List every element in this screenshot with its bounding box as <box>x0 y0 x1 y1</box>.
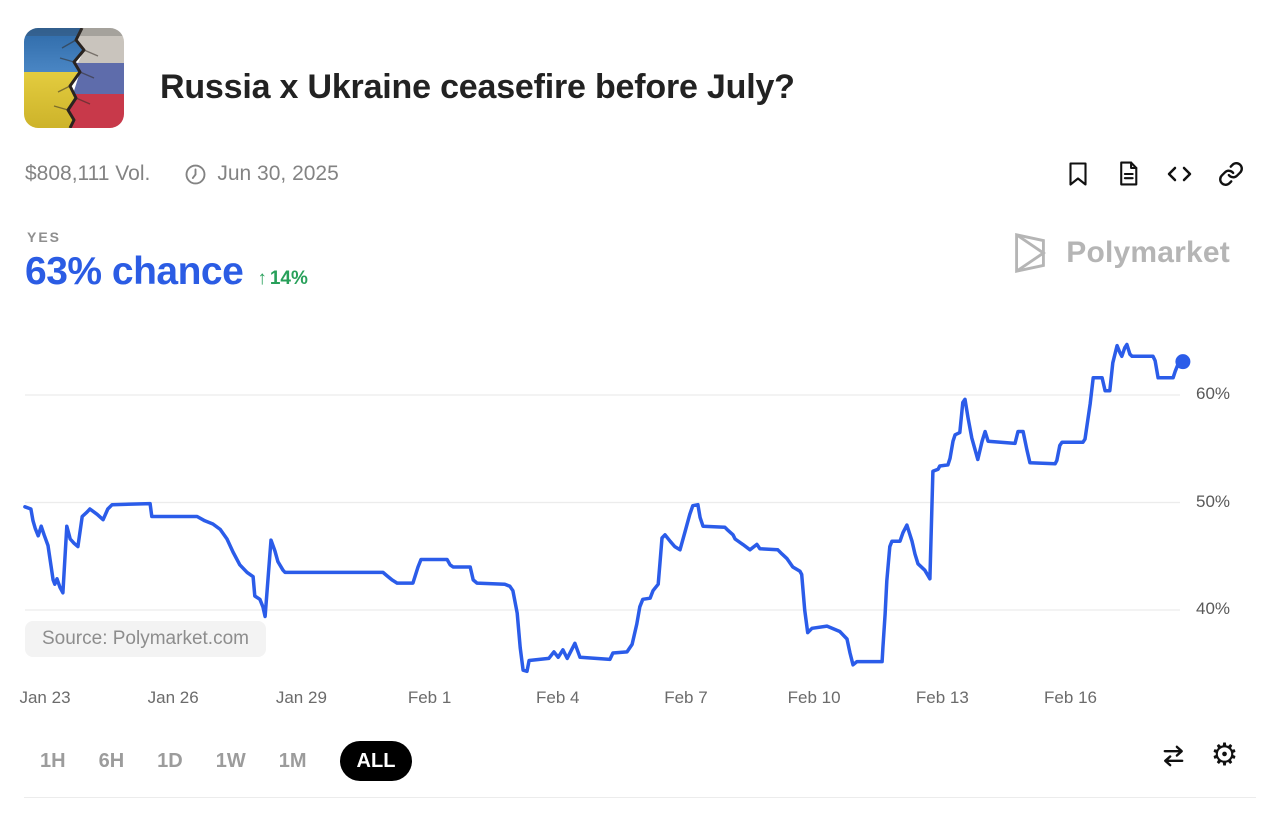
end-date-text: Jun 30, 2025 <box>217 162 339 185</box>
delta-up-arrow-icon: ↑ <box>257 268 267 289</box>
market-title: Russia x Ukraine ceasefire before July? <box>160 68 795 106</box>
polymarket-watermark: Polymarket <box>1007 230 1230 276</box>
y-axis-label: 60% <box>1196 384 1231 403</box>
current-price-dot <box>1175 354 1191 370</box>
x-axis-label: Feb 1 <box>407 688 452 707</box>
market-icon-image <box>24 28 124 128</box>
x-axis-label: Feb 7 <box>664 688 708 707</box>
range-button-1h[interactable]: 1H <box>40 750 66 772</box>
x-axis-label: Jan 29 <box>275 688 327 707</box>
chance-value: 63% chance <box>25 250 244 293</box>
x-axis-label: Feb 16 <box>1044 688 1097 707</box>
x-axis-label: Feb 13 <box>915 688 969 707</box>
range-button-1w[interactable]: 1W <box>215 750 246 772</box>
yes-price-line <box>23 342 1185 674</box>
source-attribution-badge: Source: Polymarket.com <box>25 621 266 657</box>
volume-text: $808,111 Vol. <box>25 162 151 185</box>
x-axis-label: Feb 4 <box>536 688 580 707</box>
price-chart[interactable]: Source: Polymarket.com 60% 50% 40% Jan 23 Ja… <box>0 330 1280 720</box>
x-axis-label: Jan 26 <box>147 688 199 707</box>
chance-row: 63% chance ↑ 14% <box>25 250 308 294</box>
compare-markets-icon[interactable] <box>1160 742 1187 769</box>
y-axis-label: 40% <box>1196 599 1231 618</box>
range-button-1m[interactable]: 1M <box>278 750 307 772</box>
price-line-plot[interactable] <box>0 330 1280 686</box>
delta-value: 14% <box>269 268 308 289</box>
ukraine-russia-flags-graphic <box>24 28 124 128</box>
bookmark-icon[interactable] <box>1064 160 1091 187</box>
header-actions <box>1064 160 1244 187</box>
outcome-label: YES <box>27 229 62 245</box>
range-button-all[interactable]: ALL <box>339 741 413 781</box>
embed-code-icon[interactable] <box>1166 160 1193 187</box>
polymarket-logo-icon <box>1015 233 1047 273</box>
bottom-divider <box>24 797 1256 798</box>
settings-gear-icon[interactable]: ⚙ <box>1210 737 1239 773</box>
copy-link-icon[interactable] <box>1217 160 1244 187</box>
range-button-1d[interactable]: 1D <box>157 750 183 772</box>
x-axis-label: Feb 10 <box>787 688 841 707</box>
chance-delta: ↑ 14% <box>257 268 308 290</box>
range-button-6h[interactable]: 6H <box>98 750 125 772</box>
document-icon[interactable] <box>1115 160 1142 187</box>
timeframe-toolbar: 1H 6H 1D 1W 1M ALL <box>40 740 413 782</box>
chart-tools: ⚙ <box>1160 737 1239 773</box>
clock-icon <box>184 163 207 186</box>
y-axis-label: 50% <box>1196 491 1231 511</box>
polymarket-brand-text: Polymarket <box>1066 236 1230 269</box>
x-axis-label: Jan 23 <box>19 688 71 707</box>
market-meta-row: $808,111 Vol. Jun 30, 2025 <box>25 162 339 186</box>
